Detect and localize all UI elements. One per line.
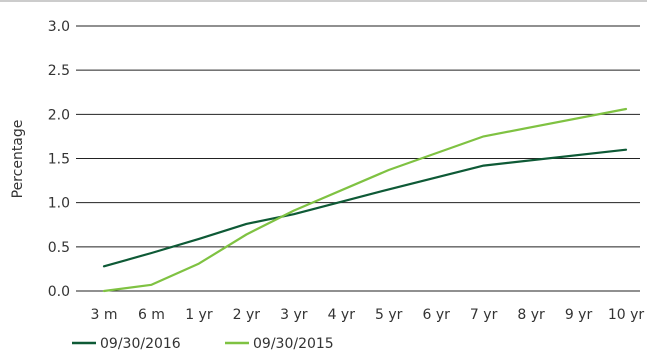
- y-tick-label: 3.0: [48, 19, 70, 35]
- x-tick-label: 1 yr: [185, 307, 213, 323]
- legend-label: 09/30/2016: [100, 336, 181, 352]
- x-tick-label: 2 yr: [233, 307, 261, 323]
- x-tick-label: 3 m: [91, 307, 118, 323]
- x-tick-label: 9 yr: [565, 307, 593, 323]
- x-tick-label: 4 yr: [328, 307, 356, 323]
- legend: 09/30/2016 09/30/2015: [72, 336, 334, 352]
- series-line-09-30-2015: [102, 107, 628, 293]
- series-lines: [102, 107, 628, 293]
- x-tick-label: 10 yr: [608, 307, 645, 323]
- y-tick-label: 2.5: [48, 63, 70, 79]
- x-tick-label: 8 yr: [517, 307, 545, 323]
- y-tick-label: 0.0: [48, 284, 70, 300]
- x-tick-label: 5 yr: [375, 307, 403, 323]
- x-tick-label: 6 yr: [422, 307, 450, 323]
- x-axis-tick-labels: 3 m 6 m 1 yr 2 yr 3 yr 4 yr 5 yr 6 yr 7 yr 8 yr 9 …: [91, 307, 645, 323]
- y-tick-label: 2.0: [48, 107, 70, 123]
- y-axis-tick-labels: 0.0 0.5 1.0 1.5 2.0 2.5 3.0: [48, 19, 70, 300]
- y-tick-label: 1.5: [48, 152, 70, 168]
- y-tick-label: 1.0: [48, 196, 70, 212]
- x-tick-label: 6 m: [138, 307, 165, 323]
- series-line-09-30-2016: [102, 148, 628, 268]
- x-tick-label: 3 yr: [280, 307, 308, 323]
- y-axis-title: Percentage: [10, 120, 26, 199]
- y-tick-label: 0.5: [48, 240, 70, 256]
- x-tick-label: 7 yr: [470, 307, 498, 323]
- legend-label: 09/30/2015: [253, 336, 334, 352]
